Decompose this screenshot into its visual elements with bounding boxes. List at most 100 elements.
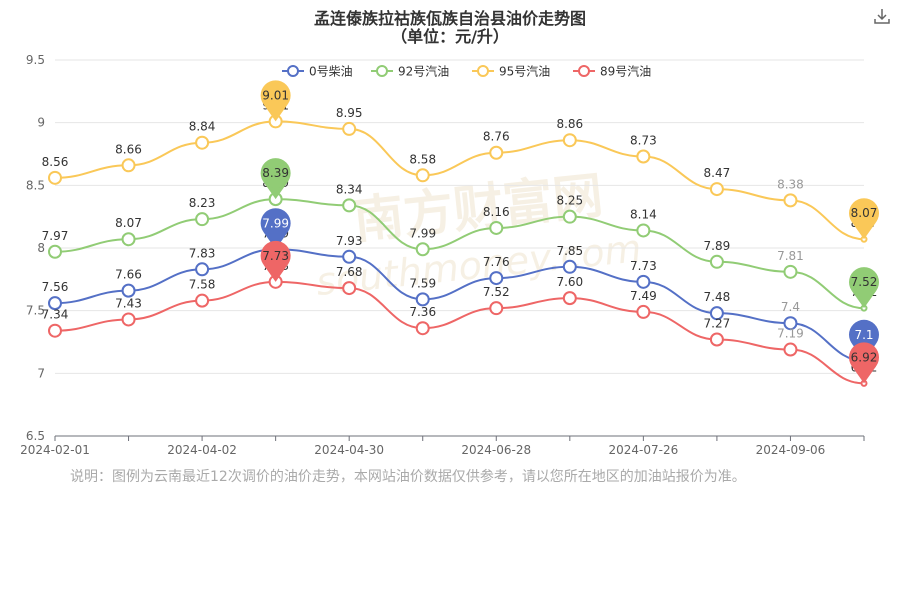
x-tick-label: 2024-02-01	[20, 443, 90, 457]
data-point[interactable]	[562, 133, 577, 148]
data-label: 8.25	[556, 194, 583, 208]
pin-label: 7.52	[851, 275, 878, 289]
pin-label: 7.99	[262, 216, 289, 230]
data-label: 8.47	[704, 166, 731, 180]
data-point[interactable]	[562, 291, 577, 306]
data-label: 7.48	[704, 290, 731, 304]
download-icon[interactable]	[872, 6, 892, 26]
data-point[interactable]	[415, 292, 430, 307]
data-point[interactable]	[636, 304, 651, 319]
y-tick-label: 7.5	[26, 304, 45, 318]
data-point[interactable]	[489, 271, 504, 286]
pin-head	[849, 319, 879, 350]
pin-head	[849, 342, 879, 373]
pin-label: 7.73	[262, 249, 289, 263]
data-point[interactable]	[783, 342, 798, 357]
data-point[interactable]	[121, 283, 136, 298]
pin-marker: 8.07	[849, 198, 879, 240]
data-label: 7.73	[630, 259, 657, 273]
data-point[interactable]	[195, 135, 210, 150]
data-point[interactable]	[562, 209, 577, 224]
legend-item-1[interactable]: 92号汽油	[371, 64, 449, 79]
x-tick-label: 2024-09-06	[756, 443, 826, 457]
pin-marker: 7.99	[260, 208, 291, 250]
data-label: 7.4	[781, 300, 800, 314]
pin-label: 8.07	[851, 206, 878, 220]
data-label: 8.66	[115, 142, 142, 156]
data-point[interactable]	[195, 212, 210, 227]
data-label: 7.66	[115, 268, 142, 282]
data-label: 7.99	[409, 226, 436, 240]
data-point[interactable]	[709, 182, 724, 197]
data-label: 7.58	[189, 278, 216, 292]
data-point[interactable]	[415, 321, 430, 336]
data-point[interactable]	[709, 254, 724, 269]
data-point[interactable]	[709, 332, 724, 347]
legend-label: 92号汽油	[398, 64, 449, 79]
data-label: 8.95	[336, 106, 363, 120]
legend-item-3[interactable]: 89号汽油	[573, 64, 651, 79]
data-point[interactable]	[121, 158, 136, 173]
pin-head	[849, 267, 879, 298]
data-point[interactable]	[121, 232, 136, 247]
chart-title: 孟连傣族拉祜族佤族自治县油价走势图	[313, 9, 586, 28]
data-label: 7.19	[777, 327, 804, 341]
data-point[interactable]	[342, 249, 357, 264]
legend-swatch-dot	[477, 65, 489, 77]
data-label: 8.84	[189, 120, 216, 134]
data-point[interactable]	[489, 301, 504, 316]
data-point[interactable]	[48, 170, 62, 185]
legend-swatch-dot	[376, 65, 388, 77]
data-point[interactable]	[415, 168, 430, 183]
legend-label: 89号汽油	[600, 64, 651, 79]
data-point[interactable]	[709, 306, 724, 321]
legend-item-2[interactable]: 95号汽油	[472, 64, 550, 79]
pin-marker: 7.52	[849, 267, 879, 309]
pin-head	[260, 80, 291, 111]
chart-note: 说明：图例为云南最近12次调价的油价走势，本网站油价数据仅供参考，请以您所在地区…	[70, 469, 746, 485]
data-point[interactable]	[121, 312, 136, 327]
x-tick-label: 2024-06-28	[461, 443, 531, 457]
data-point[interactable]	[342, 121, 357, 136]
data-point[interactable]	[342, 198, 357, 213]
data-point[interactable]	[562, 259, 577, 274]
x-tick-label: 2024-04-02	[167, 443, 237, 457]
data-point[interactable]	[415, 242, 430, 257]
y-tick-label: 7	[37, 366, 45, 380]
data-point[interactable]	[783, 193, 798, 208]
data-label: 7.93	[336, 234, 363, 248]
data-point[interactable]	[489, 145, 504, 160]
data-point[interactable]	[342, 281, 357, 296]
data-point[interactable]	[783, 264, 798, 279]
data-point[interactable]	[636, 274, 651, 289]
data-label: 8.34	[336, 182, 363, 196]
pin-label: 7.1	[854, 328, 873, 342]
data-point[interactable]	[48, 323, 62, 338]
data-label: 8.07	[115, 216, 142, 230]
data-point[interactable]	[783, 316, 798, 331]
legend-swatch-dot	[578, 65, 590, 77]
data-point[interactable]	[195, 293, 210, 308]
data-point[interactable]	[489, 220, 504, 235]
data-label: 7.52	[483, 285, 510, 299]
data-label: 8.58	[409, 152, 436, 166]
data-label: 7.59	[409, 276, 436, 290]
data-point[interactable]	[48, 244, 62, 259]
data-point[interactable]	[195, 262, 210, 277]
data-label: 7.60	[556, 275, 583, 289]
pin-head	[849, 198, 879, 229]
data-point[interactable]	[636, 149, 651, 164]
data-label: 7.89	[704, 239, 731, 253]
series-line-3	[54, 280, 865, 385]
data-label: 8.76	[483, 130, 510, 144]
data-label: 7.49	[630, 289, 657, 303]
data-label: 8.73	[630, 134, 657, 148]
pin-marker: 9.01	[260, 80, 291, 122]
data-label: 8.56	[42, 155, 69, 169]
data-point[interactable]	[636, 223, 651, 238]
chart-subtitle: （单位：元/升）	[391, 27, 509, 46]
legend-item-0[interactable]: 0号柴油	[282, 65, 353, 79]
data-label: 8.16	[483, 205, 510, 219]
data-label: 7.76	[483, 255, 510, 269]
data-point[interactable]	[48, 296, 62, 311]
